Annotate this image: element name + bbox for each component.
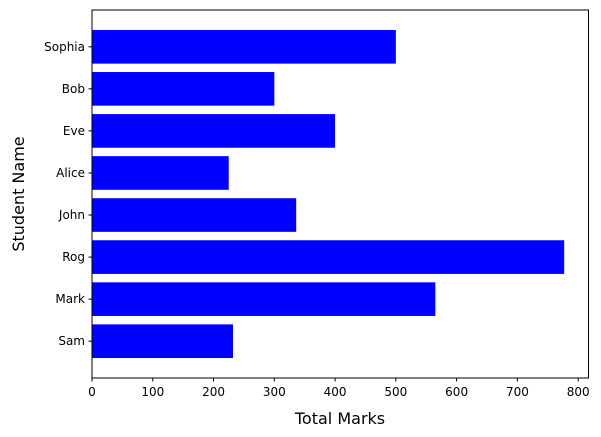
y-tick-label: Mark [55, 292, 85, 306]
x-tick-label: 100 [141, 385, 164, 399]
x-tick-label: 500 [384, 385, 407, 399]
x-tick-label: 600 [445, 385, 468, 399]
x-axis: 0 100 200 300 400 500 600 700 800 [88, 378, 590, 399]
bar-rog [92, 240, 565, 274]
x-axis-label: Total Marks [294, 409, 385, 428]
bar-eve [92, 114, 336, 148]
x-tick-label: 0 [88, 385, 96, 399]
y-axis: Sam Mark Rog John Alice Eve Bob Sophia [44, 40, 92, 348]
plot-frame [91, 9, 589, 379]
x-tick-label: 700 [506, 385, 529, 399]
bars [92, 29, 565, 359]
x-tick-label: 800 [567, 385, 590, 399]
bar-bob [92, 72, 275, 106]
y-tick-label: Bob [62, 82, 85, 96]
y-tick-label: John [58, 208, 85, 222]
y-tick-label: Sophia [44, 40, 85, 54]
y-tick-label: Alice [56, 166, 85, 180]
x-tick-label: 300 [263, 385, 286, 399]
y-tick-label: Eve [63, 124, 85, 138]
bar-alice [92, 156, 229, 190]
y-axis-label: Student Name [9, 136, 28, 251]
y-tick-label: Sam [58, 334, 85, 348]
bar-mark [92, 282, 436, 316]
bar-sam [92, 324, 233, 359]
y-tick-label: Rog [62, 250, 85, 264]
bar-sophia [92, 29, 396, 64]
x-tick-label: 200 [202, 385, 225, 399]
x-tick-label: 400 [324, 385, 347, 399]
bar-john [92, 198, 297, 232]
